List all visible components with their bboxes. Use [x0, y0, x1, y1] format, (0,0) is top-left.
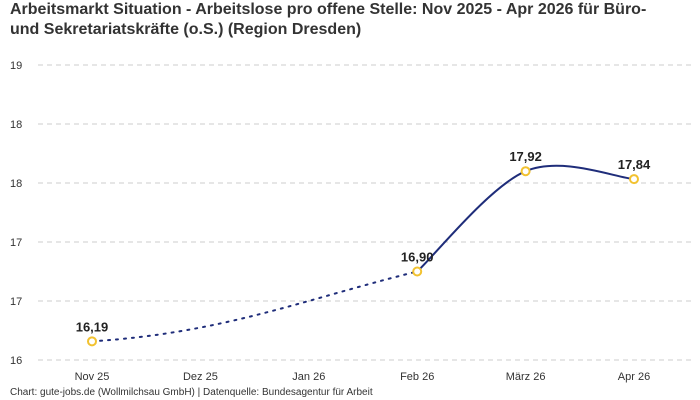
- chart-footer: Chart: gute-jobs.de (Wollmilchsau GmbH) …: [10, 387, 373, 398]
- y-tick-label: 16: [10, 355, 22, 367]
- chart-title-line-1: Arbeitsmarkt Situation - Arbeitslose pro…: [10, 1, 647, 18]
- y-tick-label: 17: [10, 296, 22, 308]
- x-tick-label: Dez 25: [183, 371, 218, 383]
- data-point: [629, 174, 639, 185]
- data-point: [412, 266, 423, 277]
- y-tick-label: 18: [10, 178, 22, 190]
- data-labels: 16,19 16,90 17,92 17,84: [76, 149, 651, 334]
- y-tick-label: 19: [10, 60, 22, 72]
- series-lines: [91, 164, 635, 343]
- x-tick-label: Jan 26: [292, 371, 325, 383]
- data-label: 16,90: [401, 250, 434, 265]
- x-tick-label: Apr 26: [618, 371, 650, 383]
- data-point: [87, 336, 97, 347]
- y-axis-ticks: 16 17 17 18 18 19: [10, 60, 22, 367]
- x-tick-label: März 26: [506, 371, 546, 383]
- data-label: 17,84: [618, 157, 651, 172]
- gridlines: [38, 64, 692, 361]
- series-line-interpolated: [91, 270, 419, 343]
- y-tick-label: 17: [10, 237, 22, 249]
- y-tick-label: 18: [10, 119, 22, 131]
- x-tick-label: Nov 25: [75, 371, 110, 383]
- data-points: [87, 166, 639, 347]
- x-axis-ticks: Nov 25 Dez 25 Jan 26 Feb 26 März 26 Apr 26: [75, 371, 651, 383]
- data-point: [520, 166, 531, 177]
- data-label: 17,92: [509, 149, 542, 164]
- data-label: 16,19: [76, 319, 109, 334]
- x-tick-label: Feb 26: [400, 371, 434, 383]
- chart-title: Arbeitsmarkt Situation - Arbeitslose pro…: [10, 0, 690, 40]
- series-line: [416, 164, 635, 273]
- chart-title-line-2: und Sekretariatskräfte (o.S.) (Region Dr…: [10, 21, 362, 38]
